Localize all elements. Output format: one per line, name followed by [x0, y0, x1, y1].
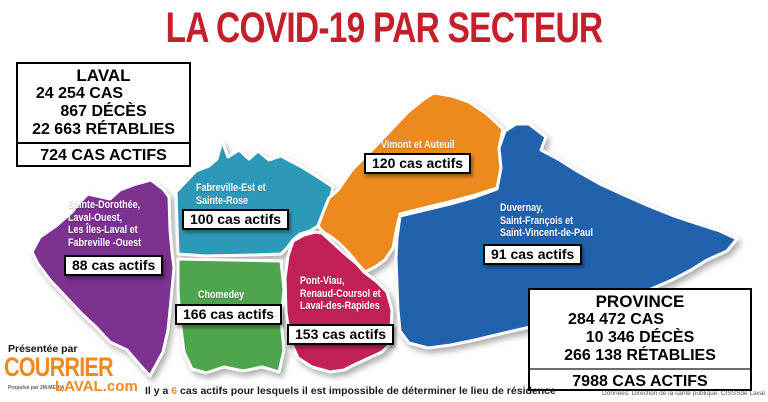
unassigned-cases-note: Il y a 6 cas actifs pour lesquels il est… [145, 385, 556, 397]
laval-stats-heading: LAVAL [76, 66, 131, 85]
region-name-line: Sainte-Dorothée, [68, 199, 141, 211]
logo-tagline: Propulsé par 2M.MEDIA [8, 385, 65, 391]
laval-active-cases: 724 CAS ACTIFS [40, 147, 167, 164]
region-name-line: Laval-Ouest, [68, 211, 123, 224]
province-stats-heading: PROVINCE [595, 292, 685, 311]
region-name-line: Renaud-Coursol et [300, 287, 381, 300]
note-suffix: cas actifs pour lesquels il est impossib… [177, 385, 556, 397]
region-name-line: Les Îles-Laval et [68, 224, 138, 236]
note-count: 6 [171, 385, 178, 397]
province-stats-box: PROVINCE 284 472 CAS 10 346 DÉCÈS 266 13… [528, 288, 752, 391]
region-label-fabreville-est: Fabreville-Est et Sainte-Rose [196, 182, 266, 207]
active-cases-fabreville-est: 100 cas actifs [182, 209, 290, 230]
logo-laval-com: LAVAL.com [55, 378, 138, 395]
region-name-line: Fabreville -Ouest [68, 236, 142, 249]
note-prefix: Il y a [145, 385, 172, 397]
region-label-vimont: Vimont et Auteuil [381, 139, 455, 152]
laval-recovered: 22 663 RÉTABLIES [32, 121, 175, 138]
region-label-chomedey: Chomedey [198, 289, 244, 302]
presented-by-label: Présentée par [8, 343, 78, 355]
region-name-line: Duvernay, [500, 202, 543, 214]
active-cases-chomedey: 166 cas actifs [175, 304, 283, 325]
stats-divider [530, 368, 750, 370]
active-cases-sainte-dorothee: 88 cas actifs [64, 255, 164, 276]
laval-stats-box: LAVAL 24 254 CAS 867 DÉCÈS 22 663 RÉTABL… [16, 62, 191, 167]
laval-cases: 24 254 CAS [35, 85, 124, 102]
region-name-line: Laval-des-Rapides [300, 300, 380, 312]
region-shape-sainte-dorothee [30, 178, 176, 378]
header: LA COVID-19 PAR SECTEUR [0, 4, 768, 53]
province-deaths: 10 346 DÉCÈS [585, 329, 695, 346]
stats-divider [18, 142, 189, 144]
province-cases: 284 472 CAS [567, 311, 665, 328]
region-name-line: Vimont et Auteuil [381, 139, 455, 151]
region-name-line: Saint-François et [500, 214, 574, 227]
region-label-sainte-dorothee: Sainte-Dorothée, Laval-Ouest, Les Îles-L… [68, 199, 141, 249]
page-title: LA COVID-19 PAR SECTEUR [165, 4, 604, 52]
active-cases-duvernay: 91 cas actifs [483, 244, 583, 265]
region-label-pont-viau: Pont-Viau, Renaud-Coursol et Laval-des-R… [300, 275, 381, 313]
active-cases-vimont: 120 cas actifs [364, 153, 472, 174]
region-name-line: Pont-Viau, [300, 275, 345, 287]
region-name-line: Sainte-Rose [196, 194, 249, 207]
laval-deaths: 867 DÉCÈS [60, 103, 147, 120]
region-name-line: Chomedey [198, 289, 245, 301]
active-cases-pont-viau: 153 cas actifs [287, 324, 395, 345]
courrier-laval-logo: COURRIER [4, 352, 114, 382]
data-source-credit: Données: Direction de la santé publique,… [602, 390, 765, 397]
region-name-line: Saint-Vincent-de-Paul [500, 227, 594, 239]
province-active-cases: 7988 CAS ACTIFS [572, 373, 708, 390]
province-recovered: 266 138 RÉTABLIES [564, 347, 716, 364]
region-label-duvernay: Duvernay, Saint-François et Saint-Vincen… [500, 202, 593, 240]
region-name-line: Fabreville-Est et [196, 182, 266, 194]
